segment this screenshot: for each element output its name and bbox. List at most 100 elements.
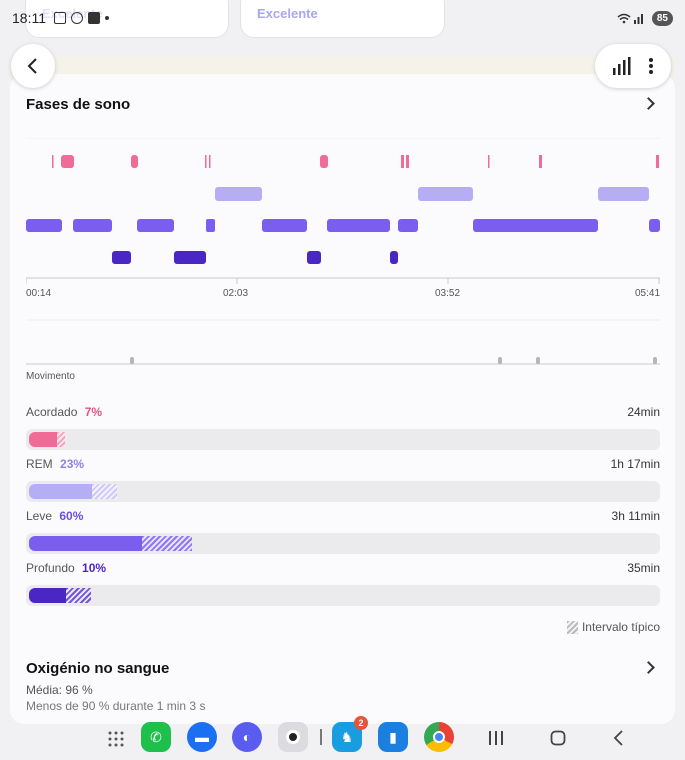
deep-segments <box>112 251 398 264</box>
back-button[interactable] <box>11 44 55 88</box>
stage-duration: 3h 11min <box>611 509 660 523</box>
stage-bar-fill <box>29 432 57 447</box>
blood-oxygen-average: Média: 96 % <box>26 683 93 697</box>
stage-bar-fill <box>29 536 142 551</box>
light-block <box>262 219 307 232</box>
typical-range-legend: Intervalo típico <box>566 620 660 634</box>
battery-indicator: 85 <box>651 10 673 26</box>
typical-range-hatch <box>142 536 192 551</box>
sleep-phases-title: Fases de sono <box>26 96 131 113</box>
rem-block <box>418 187 473 201</box>
phone-app-icon[interactable]: ✆ <box>141 722 171 752</box>
stage-bar-fill <box>29 588 66 603</box>
stage-name: Leve <box>26 509 53 523</box>
chevron-right-icon[interactable] <box>642 661 655 674</box>
light-block <box>327 219 390 232</box>
apps-grid-icon[interactable] <box>108 731 124 747</box>
chevron-right-icon[interactable] <box>642 97 655 110</box>
typical-range-hatch <box>57 432 65 447</box>
deep-block <box>174 251 206 264</box>
rem-block <box>598 187 649 201</box>
home-icon[interactable] <box>550 730 566 746</box>
awake-segments <box>52 155 659 168</box>
deep-block <box>112 251 131 264</box>
stage-percent: 60% <box>59 509 84 523</box>
camera-app-icon[interactable] <box>278 722 308 752</box>
stats-app-icon[interactable]: ▮ <box>378 722 408 752</box>
awake-mark <box>209 155 211 168</box>
stage-bar-fill <box>29 484 92 499</box>
checklist-icon <box>88 12 100 24</box>
awake-mark <box>488 155 490 168</box>
stage-name: REM <box>26 457 53 471</box>
stage-row-deep: Profundo 10% 35min <box>26 561 660 606</box>
taskbar-separator <box>320 729 322 745</box>
status-icons <box>54 12 109 24</box>
stage-name: Profundo <box>26 561 75 575</box>
awake-mark <box>656 155 659 168</box>
back-nav-icon[interactable] <box>612 730 624 746</box>
light-block <box>206 219 215 232</box>
background-strip <box>10 56 675 78</box>
wifi-signal-icon <box>617 13 643 24</box>
time-tick-3: 03:52 <box>435 288 461 299</box>
rem-block <box>215 187 262 201</box>
light-block <box>649 219 660 232</box>
stage-bar <box>26 429 660 450</box>
hatch-swatch-icon <box>566 620 578 634</box>
notification-badge: 2 <box>354 716 368 730</box>
awake-mark <box>401 155 404 168</box>
stage-duration: 35min <box>627 561 660 575</box>
typical-range-hatch <box>66 588 91 603</box>
messages-app-icon[interactable]: ▬ <box>187 722 217 752</box>
more-vertical-icon[interactable] <box>648 57 654 75</box>
legend-label: Intervalo típico <box>581 620 660 634</box>
light-segments <box>26 219 660 232</box>
time-tick-4: 05:41 <box>635 288 661 299</box>
light-block <box>26 219 62 232</box>
previous-card-right-text: Excelente <box>257 6 318 21</box>
more-notifications-dot <box>105 16 109 20</box>
previous-card-right[interactable]: Excelente <box>240 0 445 38</box>
deep-block <box>307 251 321 264</box>
stage-percent: 10% <box>82 561 107 575</box>
stage-name: Acordado <box>26 405 78 419</box>
taskbar: ✆ ▬ ◐ ♞ 2 ▮ <box>0 714 685 760</box>
stage-row-light: Leve 60% 3h 11min <box>26 509 660 554</box>
stage-bar <box>26 585 660 606</box>
light-block <box>137 219 174 232</box>
status-bar: 18:11 85 <box>0 0 685 36</box>
typical-range-hatch <box>92 484 117 499</box>
back-icon <box>27 58 37 74</box>
awake-block <box>61 155 74 168</box>
chrome-app-icon[interactable] <box>424 722 454 752</box>
bar-chart-icon[interactable] <box>612 57 632 75</box>
game-app-icon[interactable]: ♞ 2 <box>332 716 368 752</box>
light-block <box>398 219 418 232</box>
light-block <box>473 219 598 232</box>
awake-block <box>320 155 328 168</box>
deep-block <box>390 251 398 264</box>
awake-mark <box>52 155 54 168</box>
awake-mark <box>406 155 409 168</box>
stage-bar <box>26 481 660 502</box>
status-time: 18:11 <box>12 10 46 26</box>
time-tick-2: 02:03 <box>223 288 249 299</box>
stage-duration: 24min <box>627 405 660 419</box>
recents-icon[interactable] <box>488 730 504 746</box>
stage-duration: 1h 17min <box>610 457 660 471</box>
toolbar-group <box>595 44 671 88</box>
internet-app-icon[interactable]: ◐ <box>232 722 262 752</box>
previous-card-left[interactable]: Excelente <box>25 0 229 38</box>
movement-mark <box>130 357 134 364</box>
light-block <box>73 219 112 232</box>
movement-marks <box>130 357 657 364</box>
awake-block <box>131 155 138 168</box>
stage-row-rem: REM 23% 1h 17min <box>26 457 660 502</box>
screenshot-icon <box>54 12 66 24</box>
blood-oxygen-title: Oxigénio no sangue <box>26 660 170 677</box>
stage-row-awake: Acordado 7% 24min <box>26 405 660 450</box>
stage-percent: 7% <box>84 405 103 419</box>
movement-mark <box>498 357 502 364</box>
notification-icon <box>71 12 83 24</box>
